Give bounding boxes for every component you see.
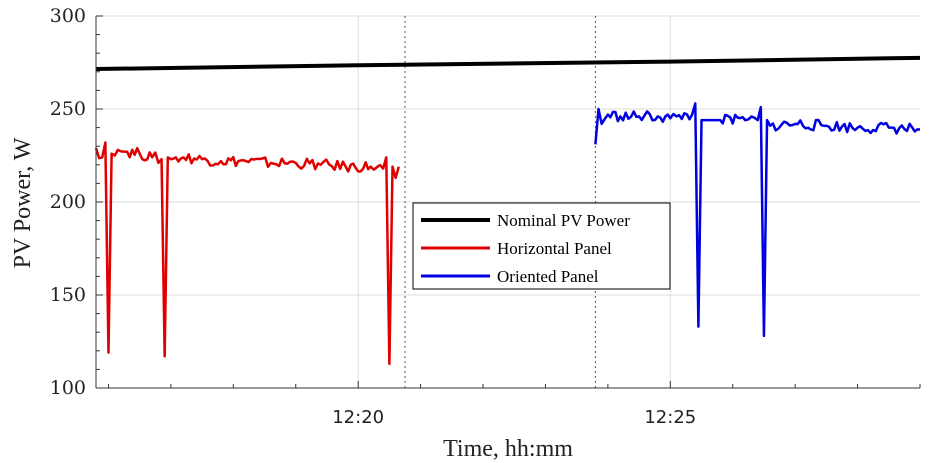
- y-tick-label: 300: [50, 5, 86, 27]
- legend-label: Horizontal Panel: [497, 239, 612, 258]
- grid-lines: [96, 15, 920, 388]
- y-tick-label: 100: [50, 377, 86, 399]
- tick-labels: 100 150 200 250 300 12:20 12:25: [50, 5, 697, 428]
- legend-label: Oriented Panel: [497, 267, 599, 286]
- x-tick-label: 12:25: [644, 407, 696, 428]
- x-axis-title: Time, hh:mm: [443, 436, 573, 462]
- vertical-markers: [404, 16, 596, 388]
- series-line-3: [594, 102, 921, 338]
- legend: Nominal PV Power Horizontal Panel Oriented…: [412, 202, 671, 290]
- series-line-2: [94, 141, 400, 366]
- axes: [95, 15, 921, 389]
- y-tick-label: 250: [50, 98, 86, 120]
- y-tick-label: 200: [50, 191, 86, 213]
- x-tick-label: 12:20: [332, 407, 384, 428]
- series-lines: [94, 55, 921, 366]
- series-line-1: [95, 55, 921, 72]
- y-tick-label: 150: [50, 284, 86, 306]
- legend-items: Nominal PV Power Horizontal Panel Oriented…: [421, 211, 630, 286]
- legend-label: Nominal PV Power: [497, 211, 630, 230]
- y-axis-title: PV Power, W: [10, 137, 36, 268]
